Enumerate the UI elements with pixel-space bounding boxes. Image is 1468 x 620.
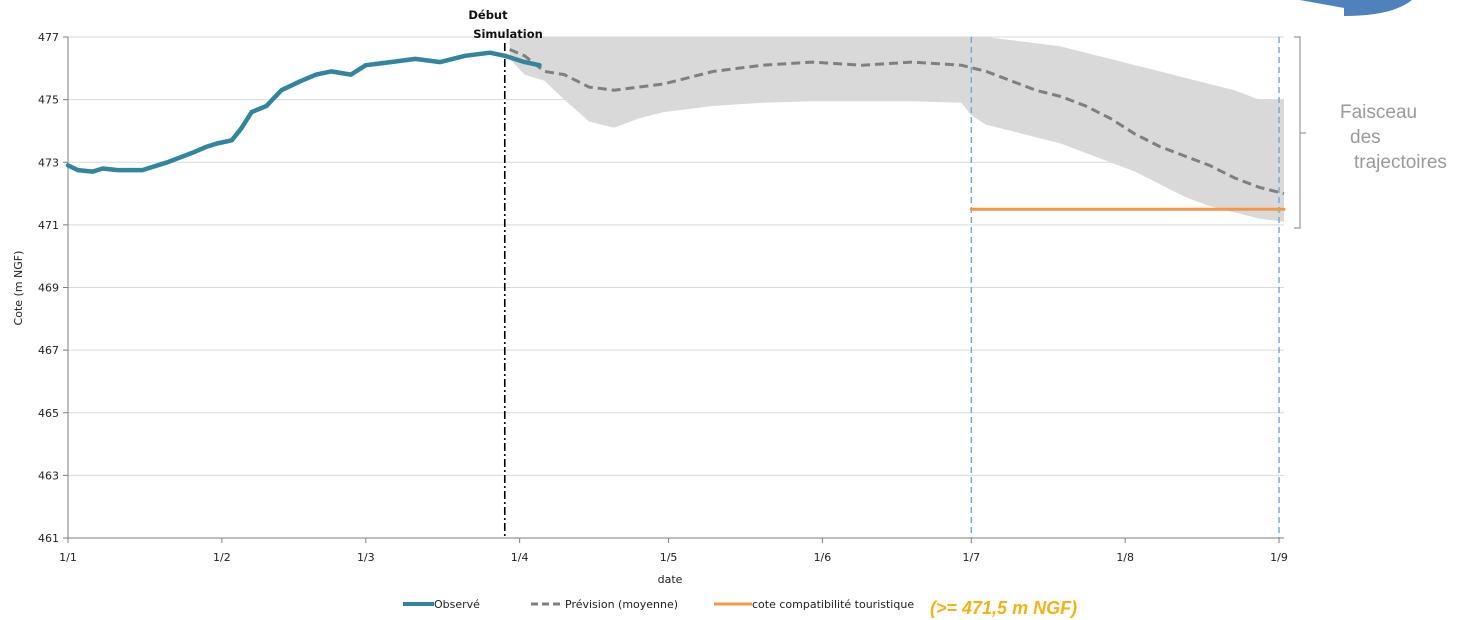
y-tick-label-463: 463 bbox=[38, 469, 59, 482]
vertical-markers bbox=[503, 37, 1280, 538]
series-line-observe bbox=[65, 50, 542, 174]
y-tick-label-475: 475 bbox=[38, 94, 59, 107]
legend-label-prevision: Prévision (moyenne) bbox=[565, 598, 678, 611]
simulation-start-label-line2: Simulation bbox=[473, 27, 543, 41]
x-tick-label-1-3: 1/3 bbox=[357, 551, 375, 564]
x-tick-label-1-9: 1/9 bbox=[1270, 551, 1288, 564]
y-axis-title: Cote (m NGF) bbox=[12, 251, 25, 326]
x-tick-labels: 1/1 1/2 1/3 1/4 1/5 1/6 1/7 1/8 1/9 bbox=[59, 538, 1288, 564]
legend: Observé Prévision (moyenne) cote compati… bbox=[403, 598, 1077, 618]
y-tick-labels: 461 463 465 467 469 471 473 475 477 bbox=[38, 31, 68, 545]
x-tick-label-1-7: 1/7 bbox=[962, 551, 980, 564]
bundle-label-line1: Faisceau bbox=[1340, 102, 1417, 123]
y-tick-label-477: 477 bbox=[38, 31, 59, 44]
bundle-label-line3: trajectoires bbox=[1354, 152, 1447, 173]
y-tick-label-473: 473 bbox=[38, 156, 59, 169]
trajectory-envelope bbox=[509, 37, 1284, 222]
series-line-prevision bbox=[509, 48, 1285, 196]
series-layer bbox=[65, 48, 1286, 211]
trajectory-envelope-layer bbox=[509, 37, 1284, 222]
x-tick-label-1-2: 1/2 bbox=[213, 551, 231, 564]
x-tick-label-1-1: 1/1 bbox=[59, 551, 77, 564]
y-tick-label-461: 461 bbox=[38, 532, 59, 545]
simulation-start-label-line1: Début bbox=[468, 8, 508, 22]
y-tick-label-467: 467 bbox=[38, 344, 59, 357]
bundle-label-line2: des bbox=[1350, 127, 1381, 148]
x-axis-title: date bbox=[658, 573, 683, 586]
legend-label-touristique: cote compatibilité touristique bbox=[752, 598, 914, 611]
legend-label-observe: Observé bbox=[434, 598, 480, 611]
threshold-note: (>= 471,5 m NGF) bbox=[930, 598, 1077, 618]
x-tick-label-1-8: 1/8 bbox=[1116, 551, 1134, 564]
x-tick-label-1-6: 1/6 bbox=[814, 551, 832, 564]
arrow-shape bbox=[1300, 0, 1412, 16]
y-tick-label-465: 465 bbox=[38, 407, 59, 420]
x-tick-label-1-5: 1/5 bbox=[660, 551, 678, 564]
y-tick-label-469: 469 bbox=[38, 282, 59, 295]
y-tick-label-471: 471 bbox=[38, 219, 59, 232]
bundle-bracket bbox=[1294, 36, 1306, 229]
x-tick-label-1-4: 1/4 bbox=[511, 551, 529, 564]
